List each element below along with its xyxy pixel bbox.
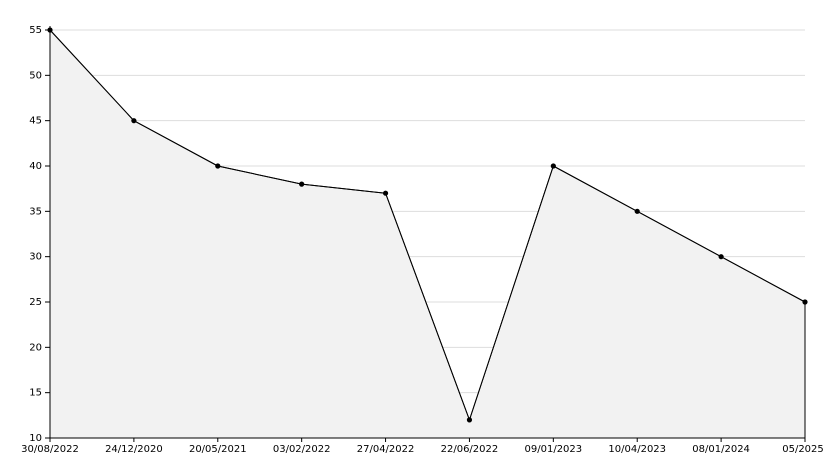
point xyxy=(802,299,808,305)
y-tick-label: 10 xyxy=(29,433,42,444)
x-tick-label: 30/08/2022 xyxy=(21,444,79,455)
y-tick-label: 30 xyxy=(29,252,42,263)
y-tick-label: 55 xyxy=(29,25,42,36)
point xyxy=(634,208,640,214)
x-tick-label: 27/04/2022 xyxy=(357,444,415,455)
y-tick-label: 50 xyxy=(29,70,42,81)
y-tick-label: 40 xyxy=(29,161,42,172)
x-tick-label: 03/02/2022 xyxy=(273,444,331,455)
point xyxy=(299,181,305,187)
point xyxy=(550,163,556,169)
point xyxy=(131,118,137,124)
x-tick-label: 22/06/2022 xyxy=(441,444,499,455)
point xyxy=(718,254,724,260)
point xyxy=(215,163,221,169)
y-tick-label: 45 xyxy=(29,116,42,127)
point xyxy=(382,190,389,196)
y-tick-label: 25 xyxy=(29,297,42,308)
x-tick-label: 24/12/2020 xyxy=(105,444,163,455)
x-tick-label: 05/2025 xyxy=(782,444,824,455)
point xyxy=(466,417,473,423)
y-tick-label: 35 xyxy=(29,206,42,217)
x-tick-label: 08/01/2024 xyxy=(692,444,750,455)
y-tick-label: 20 xyxy=(29,342,42,353)
area xyxy=(49,28,806,439)
y-tick-label: 15 xyxy=(29,388,42,399)
x-tick-label: 10/04/2023 xyxy=(608,444,666,455)
x-tick-label: 20/05/2021 xyxy=(189,444,247,455)
line xyxy=(49,29,806,422)
x-tick-label: 09/01/2023 xyxy=(525,444,583,455)
